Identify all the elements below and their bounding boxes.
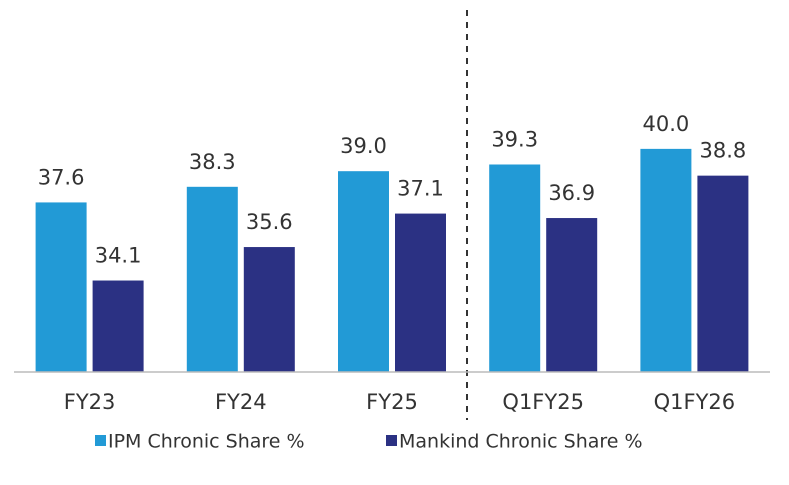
bar: [640, 148, 692, 372]
bar: [395, 213, 446, 372]
value-label: 36.9: [548, 181, 595, 205]
bar: [92, 280, 144, 372]
bar: [35, 202, 87, 372]
legend-label: IPM Chronic Share %: [108, 431, 305, 453]
value-label: 39.3: [491, 127, 538, 151]
value-label: 38.8: [700, 139, 747, 163]
x-tick-label: FY23: [64, 390, 116, 414]
x-tick-label: FY25: [366, 390, 418, 414]
x-tick-label: Q1FY25: [502, 390, 584, 414]
value-label: 34.1: [95, 244, 142, 268]
value-label: 39.0: [340, 134, 387, 158]
bar: [546, 218, 598, 372]
bar: [338, 171, 389, 372]
x-tick-label: Q1FY26: [654, 390, 736, 414]
value-label: 35.6: [246, 210, 293, 234]
x-tick-label: FY24: [215, 390, 267, 414]
legend-swatch: [95, 435, 106, 446]
legend-label: Mankind Chronic Share %: [399, 431, 643, 453]
bar: [186, 186, 238, 372]
legend-swatch: [386, 435, 397, 446]
bar: [243, 247, 295, 372]
value-label: 38.3: [189, 150, 236, 174]
bar: [697, 175, 749, 372]
value-label: 37.1: [397, 177, 444, 201]
bar: [489, 164, 541, 372]
value-label: 37.6: [38, 165, 85, 189]
value-label: 40.0: [643, 112, 690, 136]
